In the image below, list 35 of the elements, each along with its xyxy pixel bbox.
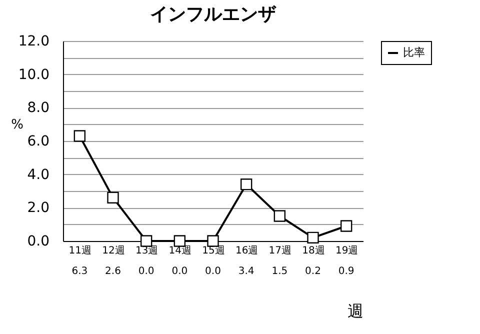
y-tick-label: 12.0 (18, 34, 50, 50)
x-tick-label: 13週 (135, 246, 158, 256)
x-tick-label: 14週 (168, 246, 192, 256)
x-tick-label: 11週 (68, 246, 92, 256)
data-label: 6.3 (72, 266, 88, 277)
y-tick-label: 2.0 (27, 200, 50, 216)
y-tick-label: 8.0 (27, 100, 50, 116)
point (307, 232, 319, 244)
x-tick-label: 17週 (268, 246, 292, 256)
x-tick-label: 18週 (302, 246, 325, 256)
point (107, 192, 119, 204)
y-tick-label: 0.0 (27, 234, 50, 250)
y-axis-title: % (11, 118, 24, 132)
x-tick-label: 15週 (202, 246, 225, 256)
chart-title: インフルエンザ (150, 4, 277, 25)
y-tick-label: 6.0 (27, 134, 50, 150)
data-label: 0.0 (205, 266, 221, 277)
x-tick-label: 12週 (102, 246, 125, 256)
x-tick-label: 19週 (335, 246, 358, 256)
data-label: 0.9 (338, 266, 354, 277)
point (240, 178, 252, 190)
y-tick-label: 4.0 (27, 166, 50, 183)
y-tick-label: 10.0 (18, 66, 50, 83)
data-label: 0.0 (172, 266, 188, 277)
point (74, 130, 86, 142)
legend-label: 比率 (403, 46, 425, 59)
data-label: 2.6 (105, 266, 121, 277)
x-tick-label: 16週 (235, 246, 258, 256)
data-label: 0.0 (138, 266, 154, 277)
data-label: 0.2 (305, 266, 321, 277)
x-axis-title: 週 (348, 302, 364, 320)
point (274, 210, 286, 222)
data-label: 3.4 (238, 266, 254, 277)
point (340, 220, 352, 232)
data-label: 1.5 (272, 266, 288, 277)
